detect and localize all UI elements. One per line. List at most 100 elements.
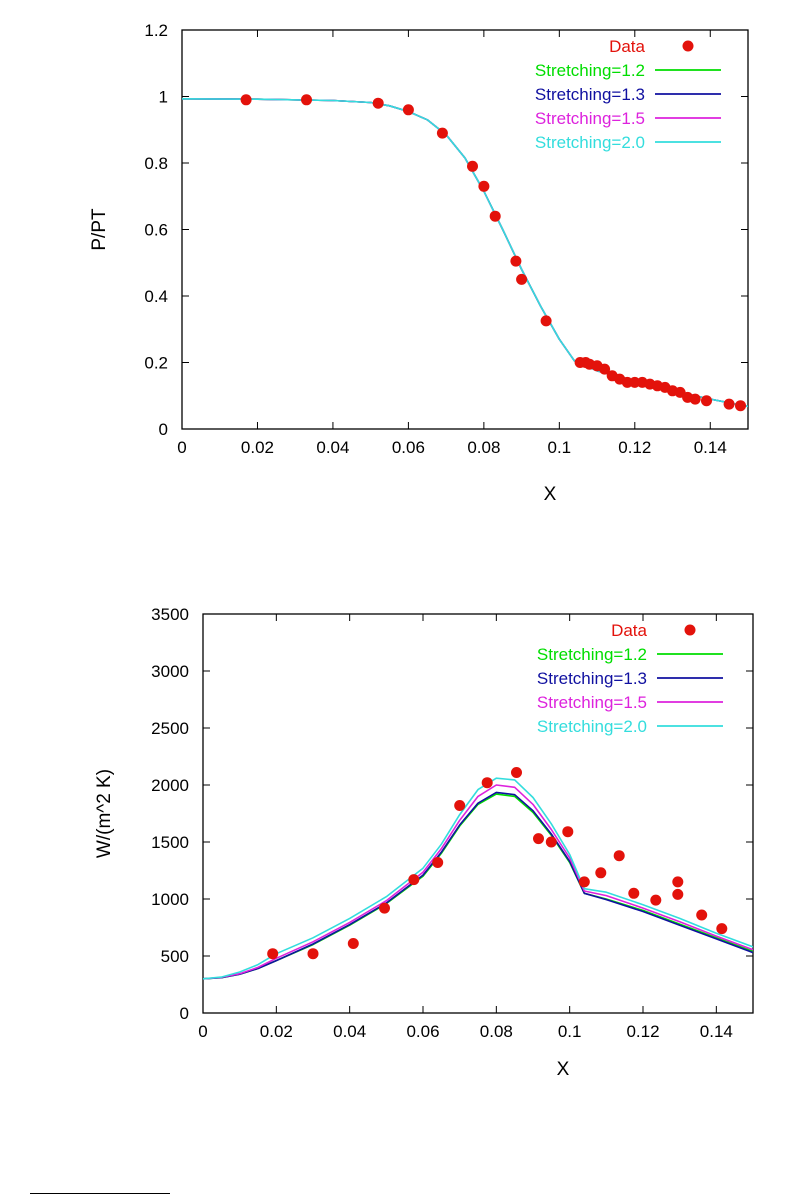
data-point xyxy=(650,894,662,906)
x-tick-label: 0.04 xyxy=(333,1022,366,1041)
data-point xyxy=(307,948,319,960)
y-tick-label: 2000 xyxy=(151,776,189,795)
data-point xyxy=(540,315,552,327)
data-point xyxy=(408,874,420,886)
series-line-1 xyxy=(203,793,753,980)
footnote-rule xyxy=(30,1193,170,1194)
data-point xyxy=(489,210,501,222)
x-tick-label: 0.04 xyxy=(316,438,349,457)
legend: Data Stretching=1.2 Stretching=1.3 Stretchi… xyxy=(535,37,721,152)
y-tick-label: 1000 xyxy=(151,890,189,909)
data-point xyxy=(267,948,279,960)
legend-label: Stretching=1.2 xyxy=(535,61,645,80)
x-tick-label: 0.1 xyxy=(548,438,572,457)
legend-marker xyxy=(682,40,694,52)
x-axis-label: X xyxy=(557,1059,570,1080)
x-tick-label: 0.1 xyxy=(558,1022,582,1041)
legend-label: Stretching=2.0 xyxy=(537,717,647,736)
legend-label: Stretching=2.0 xyxy=(535,133,645,152)
y-axis-label: W/(m^2 K) xyxy=(94,769,115,858)
series-line-3 xyxy=(203,784,753,980)
x-tick-label: 0.06 xyxy=(406,1022,439,1041)
x-tick-label: 0.06 xyxy=(392,438,425,457)
data-point xyxy=(510,255,522,267)
data-point xyxy=(372,97,384,109)
y-tick-label: 500 xyxy=(161,947,189,966)
x-tick-label: 0 xyxy=(198,1022,207,1041)
series-line-2 xyxy=(203,791,753,980)
data-point xyxy=(240,94,252,106)
legend-label: Stretching=1.2 xyxy=(537,645,647,664)
legend-marker xyxy=(684,624,696,636)
series-line-3 xyxy=(182,98,748,408)
y-axis-label: P/PT xyxy=(89,208,110,251)
y-tick-label: 0.6 xyxy=(144,221,168,240)
x-tick-label: 0.08 xyxy=(467,438,500,457)
data-point xyxy=(533,833,544,845)
x-tick-label: 0.12 xyxy=(626,1022,659,1041)
legend-label: Stretching=1.5 xyxy=(537,693,647,712)
heat-transfer-chart: 0 0.02 0.04 0.06 0.08 0.1 0.12 0.14 0 500 1000 1500… xyxy=(94,605,754,1080)
series-line-1 xyxy=(182,98,748,408)
y-tick-label: 0 xyxy=(159,420,168,439)
y-tick-label: 3000 xyxy=(151,662,189,681)
plot-frame xyxy=(202,613,754,1014)
y-tick-label: 0 xyxy=(180,1004,189,1023)
y-tick-label: 3500 xyxy=(151,605,189,624)
data-point xyxy=(628,887,640,899)
data-point xyxy=(379,902,390,914)
legend-label: Stretching=1.5 xyxy=(535,109,645,128)
y-tick-label: 1500 xyxy=(151,833,189,852)
data-point xyxy=(716,923,728,935)
series-line-4 xyxy=(182,98,748,408)
series-line-2 xyxy=(182,98,748,408)
x-tick-label: 0.12 xyxy=(618,438,651,457)
data-point xyxy=(481,777,493,789)
y-tick-label: 0.8 xyxy=(144,154,168,173)
data-point xyxy=(516,273,528,285)
data-point xyxy=(347,938,359,949)
y-tick-label: 0.2 xyxy=(144,354,168,373)
data-point xyxy=(672,888,684,900)
data-point xyxy=(578,876,590,888)
x-axis-label: X xyxy=(544,484,557,505)
pressure-ratio-chart: 0 0.02 0.04 0.06 0.08 0.1 0.12 0.14 0 0.2 0.4 0.6 0.… xyxy=(89,21,749,505)
x-tick-label: 0.08 xyxy=(480,1022,513,1041)
plot-area xyxy=(182,94,748,412)
data-point xyxy=(402,104,414,116)
series-line-4 xyxy=(203,777,753,980)
y-tick-label: 1 xyxy=(159,88,168,107)
data-point xyxy=(599,363,611,375)
data-point xyxy=(467,160,478,172)
x-tick-label: 0.14 xyxy=(700,1022,733,1041)
plot-area xyxy=(203,767,753,980)
data-point xyxy=(672,876,684,888)
data-point xyxy=(545,836,557,848)
data-point xyxy=(689,393,701,405)
x-tick-label: 0.02 xyxy=(241,438,274,457)
data-point xyxy=(562,826,574,838)
data-point xyxy=(454,800,466,811)
y-tick-label: 2500 xyxy=(151,719,189,738)
data-point xyxy=(478,180,490,192)
y-tick-label: 1.2 xyxy=(144,21,168,40)
data-point xyxy=(595,867,607,879)
data-point xyxy=(511,767,522,778)
data-point xyxy=(613,850,625,862)
data-point xyxy=(701,395,712,407)
legend-label: Data xyxy=(609,37,645,56)
legend: Data Stretching=1.2 Stretching=1.3 Stretchi… xyxy=(537,621,723,736)
data-point xyxy=(696,909,708,921)
data-point xyxy=(436,127,448,139)
y-tick-label: 0.4 xyxy=(144,287,168,306)
data-point xyxy=(735,400,746,412)
data-point xyxy=(723,398,735,410)
x-tick-label: 0.02 xyxy=(260,1022,293,1041)
data-point xyxy=(432,857,444,868)
x-tick-label: 0 xyxy=(177,438,186,457)
data-point xyxy=(301,94,312,106)
plot-frame xyxy=(181,29,749,430)
legend-label: Stretching=1.3 xyxy=(535,85,645,104)
legend-label: Data xyxy=(611,621,647,640)
x-tick-label: 0.14 xyxy=(694,438,727,457)
